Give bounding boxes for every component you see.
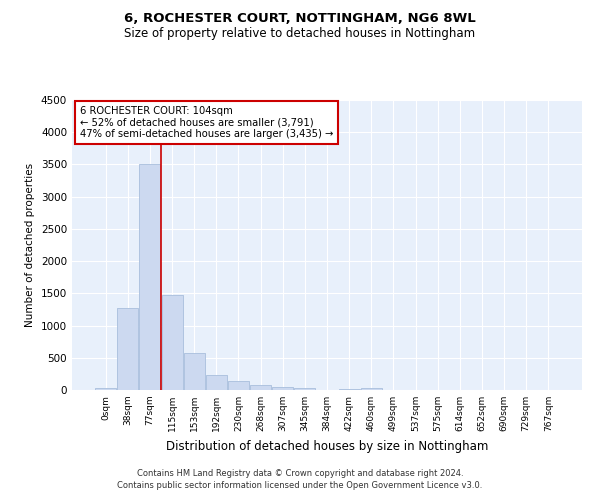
Bar [228,381,249,390]
Bar [338,388,359,390]
Text: Size of property relative to detached houses in Nottingham: Size of property relative to detached ho… [124,28,476,40]
Text: Contains HM Land Registry data © Crown copyright and database right 2024.: Contains HM Land Registry data © Crown c… [137,468,463,477]
Bar [184,352,205,390]
Text: 6, ROCHESTER COURT, NOTTINGHAM, NG6 8WL: 6, ROCHESTER COURT, NOTTINGHAM, NG6 8WL [124,12,476,26]
Text: 6 ROCHESTER COURT: 104sqm
← 52% of detached houses are smaller (3,791)
47% of se: 6 ROCHESTER COURT: 104sqm ← 52% of detac… [80,106,333,139]
Bar [206,374,227,390]
Bar [161,294,182,390]
X-axis label: Distribution of detached houses by size in Nottingham: Distribution of detached houses by size … [166,440,488,452]
Bar [95,388,116,390]
Text: Contains public sector information licensed under the Open Government Licence v3: Contains public sector information licen… [118,481,482,490]
Bar [250,385,271,390]
Bar [295,388,316,390]
Bar [139,164,160,390]
Y-axis label: Number of detached properties: Number of detached properties [25,163,35,327]
Bar [118,308,139,390]
Bar [272,387,293,390]
Bar [361,388,382,390]
